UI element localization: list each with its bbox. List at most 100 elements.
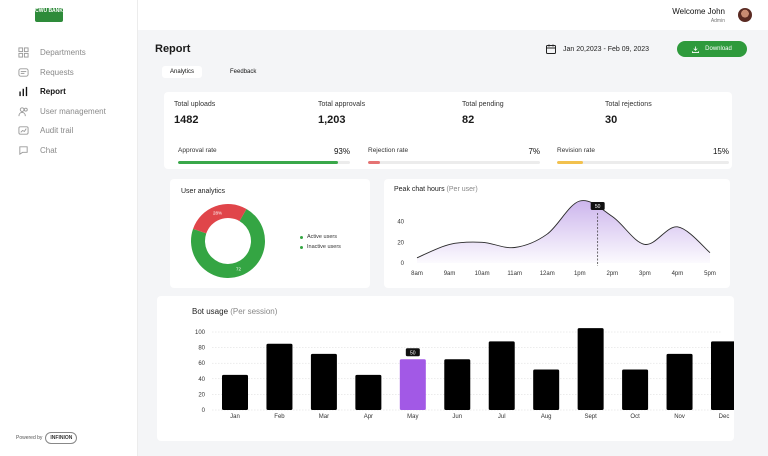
stat-total-pending: Total pending 82: [462, 101, 504, 126]
x-tick-label: 2pm: [606, 271, 618, 277]
peak-chat-title: Peak chat hours (Per user): [394, 186, 478, 193]
sidebar-item-departments[interactable]: Departments: [18, 43, 106, 63]
rate-value: 7%: [528, 147, 540, 156]
x-tick-label: May: [407, 414, 418, 420]
sidebar-item-label: Audit trail: [40, 126, 74, 136]
report-tabs: Analytics Feedback: [162, 66, 284, 78]
welcome-text: Welcome John: [672, 7, 725, 16]
x-tick-label: Mar: [319, 414, 329, 420]
sidebar-item-audit-trail[interactable]: Audit trail: [18, 121, 106, 141]
bar-dec: [711, 341, 734, 410]
approval-progress-bar: [178, 161, 338, 164]
rate-label: Rejection rate: [368, 147, 409, 154]
user-analytics-title: User analytics: [181, 188, 225, 195]
rate-value: 15%: [712, 147, 729, 156]
peak-chat-title-text: Peak chat hours: [394, 186, 445, 193]
avatar[interactable]: [738, 8, 752, 22]
stat-label: Total uploads: [174, 101, 216, 108]
approval-rate: Approval rate 93%: [178, 147, 350, 164]
rate-label: Revision rate: [557, 147, 595, 154]
rejection-rate: Rejection rate 7%: [368, 147, 540, 164]
bar-jan: [222, 374, 248, 410]
bar-tooltip: [405, 348, 420, 357]
legend-item-inactive: Inactive users: [300, 244, 341, 250]
rejection-progress-bar: [368, 161, 381, 164]
bot-usage-card: Bot usage (Per session) 0 20 40 60 80 100 Jan F…: [157, 296, 734, 441]
rate-value: 93%: [333, 147, 350, 156]
y-tick-label: 60: [198, 361, 205, 367]
tab-feedback[interactable]: Feedback: [230, 69, 257, 75]
y-tick-label: 20: [198, 392, 205, 398]
sidebar-nav: Departments Requests Report User managem…: [18, 43, 106, 160]
x-tick-label: Sept: [584, 414, 597, 420]
user-role: Admin: [710, 18, 725, 24]
donut-slice-1: [193, 204, 247, 234]
calendar-icon: [546, 44, 556, 54]
date-range-picker[interactable]: Jan 20,2023 - Feb 09, 2023: [546, 44, 649, 54]
progress-track: [178, 161, 350, 164]
stat-total-uploads: Total uploads 1482: [174, 101, 215, 126]
x-tick-label: 9am: [444, 271, 456, 277]
x-tick-label: 10am: [475, 271, 490, 277]
donut-slice-label: 72: [236, 267, 242, 272]
x-tick-label: Oct: [630, 414, 640, 420]
report-icon: [19, 87, 28, 97]
bot-usage-bar-chart: 0 20 40 60 80 100 Jan Feb Mar Apr May 50 Jun Jul Aug Se…: [195, 328, 734, 420]
stat-total-rejections: Total rejections 30: [605, 101, 652, 126]
bar-nov: [666, 353, 693, 410]
audit-icon: [18, 126, 29, 135]
download-button[interactable]: Download: [677, 41, 747, 57]
stat-value: 82: [462, 114, 475, 126]
sidebar-item-report[interactable]: Report: [18, 82, 106, 102]
bank-logo[interactable]: CWU BANK: [35, 8, 63, 22]
powered-by-brand: INFINION: [45, 432, 78, 444]
x-tick-label: 4pm: [672, 271, 684, 277]
chat-icon: [19, 146, 28, 155]
rate-label: Approval rate: [178, 147, 217, 154]
bot-usage-title-text: Bot usage: [192, 307, 229, 316]
stat-label: Total pending: [462, 101, 504, 108]
y-tick-label: 0: [401, 261, 405, 267]
peak-chat-subtitle: (Per user): [446, 186, 478, 193]
departments-icon: [18, 47, 29, 58]
bar-apr: [355, 374, 382, 410]
stat-value: 30: [605, 114, 618, 126]
tab-analytics[interactable]: Analytics: [162, 66, 203, 78]
sidebar-item-label: Chat: [40, 145, 57, 155]
bar-may: [399, 359, 426, 410]
page-title: Report: [155, 43, 191, 55]
revision-rate: Revision rate 15%: [557, 147, 729, 164]
x-tick-label: Aug: [541, 414, 552, 420]
revision-progress-bar: [557, 161, 583, 164]
user-analytics-card: User analytics 72 28% Active users Inacti…: [170, 179, 370, 288]
x-tick-label: Nov: [674, 414, 685, 420]
x-tick-label: Apr: [364, 414, 373, 420]
bar-jul: [488, 341, 515, 410]
x-tick-label: 11am: [507, 271, 522, 277]
requests-icon: [18, 68, 29, 77]
sidebar-item-chat[interactable]: Chat: [18, 141, 106, 161]
bar-oct: [622, 369, 649, 410]
user-analytics-legend: Active users Inactive users: [300, 234, 341, 254]
logo-text: CWU BANK: [35, 8, 63, 14]
y-tick-label: 40: [198, 377, 205, 383]
user-greeting: Welcome John Admin: [672, 7, 725, 24]
legend-item-active: Active users: [300, 234, 341, 240]
y-tick-label: 80: [198, 346, 205, 352]
stat-label: Total approvals: [318, 101, 366, 108]
x-tick-label: Feb: [274, 414, 285, 420]
users-icon: [18, 107, 28, 116]
x-tick-label: 5pm: [704, 271, 716, 277]
download-label: Download: [705, 46, 732, 52]
y-tick-label: 100: [195, 330, 206, 336]
donut-slice-label: 28%: [213, 210, 222, 215]
sidebar-item-user-management[interactable]: User management: [18, 102, 106, 122]
highlight-tooltip: [590, 202, 605, 210]
sidebar-item-label: Report: [40, 87, 66, 97]
bar-aug: [533, 369, 560, 410]
progress-track: [557, 161, 729, 164]
x-tick-label: 1pm: [574, 271, 586, 277]
bar-sept: [577, 328, 604, 410]
sidebar-item-label: User management: [40, 106, 106, 116]
sidebar-item-requests[interactable]: Requests: [18, 63, 106, 83]
